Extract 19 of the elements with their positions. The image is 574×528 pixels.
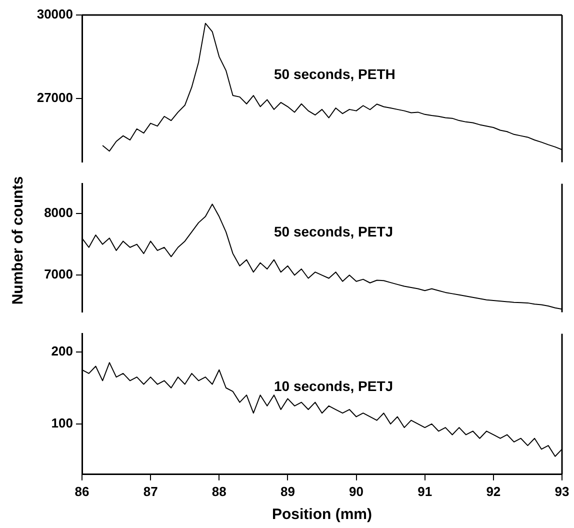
y-axis-title: Number of counts: [10, 175, 26, 307]
x-tick-label: 89: [280, 484, 295, 499]
x-tick-label: 86: [74, 484, 90, 499]
x-tick-label: 87: [143, 484, 158, 499]
annotation: 50 seconds, PETH: [274, 66, 396, 82]
y-tick-label: 27000: [36, 90, 73, 105]
x-tick-label: 92: [486, 484, 501, 499]
x-axis-title: Position (mm): [272, 506, 372, 524]
x-tick-label: 88: [212, 484, 226, 499]
y-tick-label: 7000: [44, 266, 73, 282]
annotation: 10 seconds, PETJ: [274, 378, 394, 394]
annotation: 50 seconds, PETJ: [274, 223, 394, 240]
y-tick-label: 30000: [36, 6, 73, 22]
x-tick-label: 90: [349, 484, 364, 499]
x-tick-label: 91: [418, 484, 432, 499]
x-tick-label: 93: [554, 484, 570, 499]
y-tick-label: 100: [51, 416, 73, 431]
y-tick-label: 8000: [44, 205, 73, 220]
y-tick-label: 200: [51, 343, 73, 358]
